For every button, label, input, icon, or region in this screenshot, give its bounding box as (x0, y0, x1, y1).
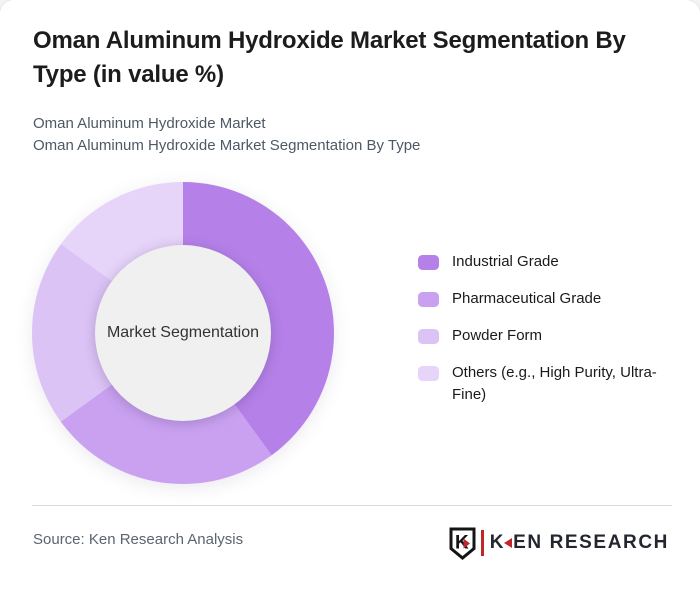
source-note: Source: Ken Research Analysis (33, 531, 244, 548)
logo-divider-bar (480, 530, 484, 556)
legend-swatch-others (418, 365, 439, 381)
wordmark-red-triangle-icon (504, 538, 513, 548)
legend-swatch-powder-form (418, 328, 439, 344)
donut-center: Market Segmentation (95, 245, 271, 421)
donut-center-label: Market Segmentation (106, 324, 260, 341)
legend-label: Industrial Grade (452, 253, 559, 270)
legend-item-industrial-grade: Industrial Grade (418, 251, 672, 273)
legend-label: Powder Form (452, 327, 543, 344)
ken-research-shield-icon: K (449, 527, 476, 560)
legend-label: Pharmaceutical Grade (452, 290, 602, 307)
subtitle-line-2: Oman Aluminum Hydroxide Market Segmentat… (33, 136, 421, 154)
legend-item-others: Others (e.g., High Purity, Ultra-Fine) (418, 362, 672, 406)
page-title: Oman Aluminum Hydroxide Market Segmentat… (33, 27, 626, 88)
chart-legend: Industrial Grade Pharmaceutical Grade Po… (418, 251, 672, 421)
svg-text:K: K (455, 532, 469, 553)
ken-research-logo: K K EN RESEARCH (449, 526, 669, 560)
legend-label: Others (e.g., High Purity, Ultra-Fine) (452, 364, 657, 403)
ken-research-wordmark: K EN RESEARCH (490, 532, 669, 554)
subtitle-line-1: Oman Aluminum Hydroxide Market (33, 115, 266, 132)
legend-swatch-industrial-grade (418, 254, 439, 270)
wordmark-k: K (489, 532, 506, 553)
footer-divider (32, 505, 672, 506)
chart-subtitle: Oman Aluminum Hydroxide Market Oman Alum… (33, 113, 653, 156)
donut-chart: Market Segmentation (32, 182, 334, 484)
legend-item-pharmaceutical-grade: Pharmaceutical Grade (418, 288, 672, 310)
wordmark-rest: EN RESEARCH (513, 532, 669, 553)
legend-item-powder-form: Powder Form (418, 325, 672, 347)
legend-swatch-pharmaceutical-grade (418, 291, 439, 307)
